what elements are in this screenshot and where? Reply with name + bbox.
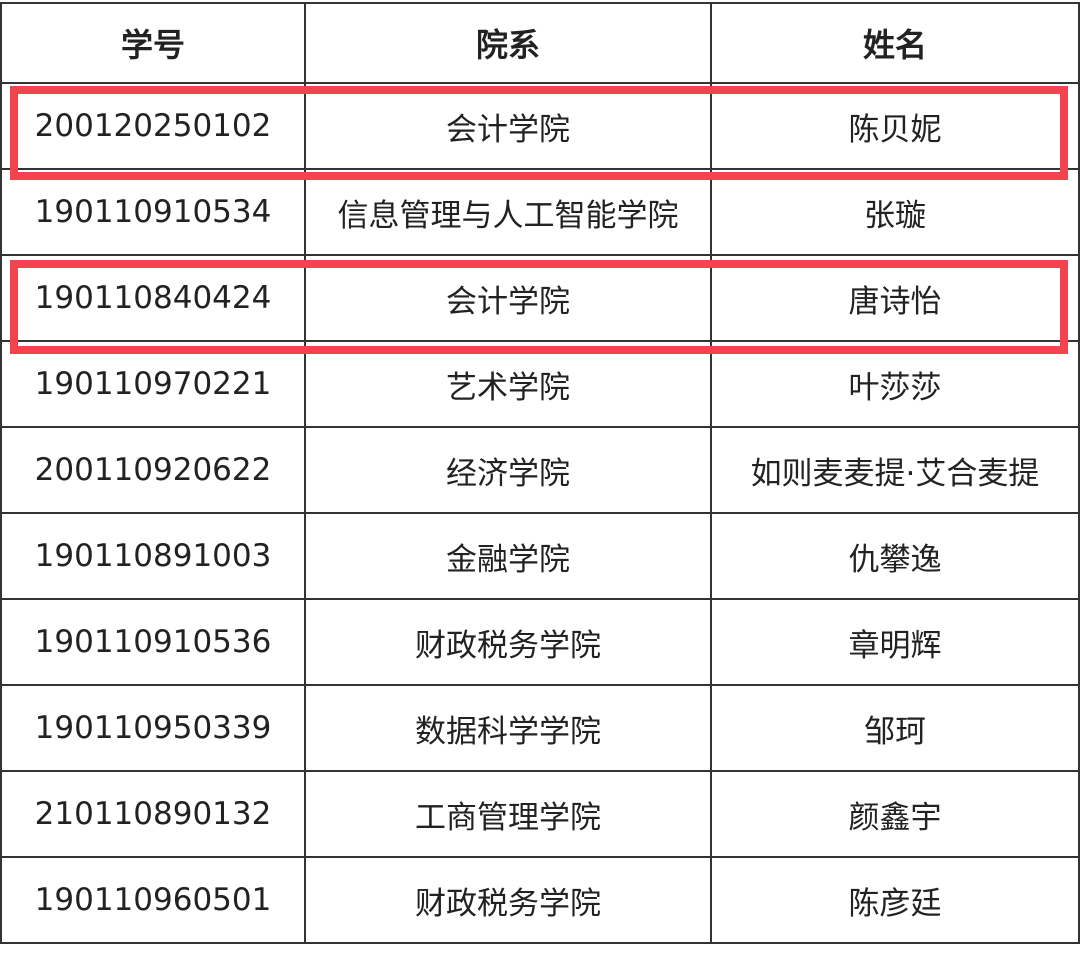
cell-student-id: 190110960501 [0, 856, 306, 944]
table-row: 200110920622 经济学院 如则麦麦提·艾合麦提 [0, 426, 1080, 514]
table-row: 200120250102 会计学院 陈贝妮 [0, 82, 1080, 170]
cell-name: 陈贝妮 [710, 82, 1080, 170]
cell-student-id: 190110910534 [0, 168, 306, 256]
cell-name: 如则麦麦提·艾合麦提 [710, 426, 1080, 514]
cell-name: 唐诗怡 [710, 254, 1080, 342]
cell-name: 仇攀逸 [710, 512, 1080, 600]
cell-student-id: 210110890132 [0, 770, 306, 858]
cell-student-id: 200120250102 [0, 82, 306, 170]
header-department: 院系 [304, 2, 712, 84]
cell-student-id: 190110950339 [0, 684, 306, 772]
cell-student-id: 190110970221 [0, 340, 306, 428]
cell-department: 会计学院 [304, 82, 712, 170]
cell-student-id: 190110891003 [0, 512, 306, 600]
cell-name: 颜鑫宇 [710, 770, 1080, 858]
cell-student-id: 190110910536 [0, 598, 306, 686]
cell-name: 叶莎莎 [710, 340, 1080, 428]
table-row: 190110960501 财政税务学院 陈彦廷 [0, 856, 1080, 944]
cell-name: 章明辉 [710, 598, 1080, 686]
table-row: 190110970221 艺术学院 叶莎莎 [0, 340, 1080, 428]
cell-name: 张璇 [710, 168, 1080, 256]
cell-department: 工商管理学院 [304, 770, 712, 858]
header-name: 姓名 [710, 2, 1080, 84]
cell-department: 艺术学院 [304, 340, 712, 428]
header-row: 学号 院系 姓名 [0, 2, 1080, 84]
cell-department: 金融学院 [304, 512, 712, 600]
cell-department: 财政税务学院 [304, 598, 712, 686]
cell-student-id: 200110920622 [0, 426, 306, 514]
table-row: 190110950339 数据科学学院 邹珂 [0, 684, 1080, 772]
cell-department: 会计学院 [304, 254, 712, 342]
table-row: 190110910536 财政税务学院 章明辉 [0, 598, 1080, 686]
cell-student-id: 190110840424 [0, 254, 306, 342]
cell-department: 信息管理与人工智能学院 [304, 168, 712, 256]
cell-department: 数据科学学院 [304, 684, 712, 772]
cell-department: 财政税务学院 [304, 856, 712, 944]
cell-name: 陈彦廷 [710, 856, 1080, 944]
header-student-id: 学号 [0, 2, 306, 84]
table-row: 190110910534 信息管理与人工智能学院 张璇 [0, 168, 1080, 256]
cell-name: 邹珂 [710, 684, 1080, 772]
cell-department: 经济学院 [304, 426, 712, 514]
table-row: 190110891003 金融学院 仇攀逸 [0, 512, 1080, 600]
table-row: 190110840424 会计学院 唐诗怡 [0, 254, 1080, 342]
table-row: 210110890132 工商管理学院 颜鑫宇 [0, 770, 1080, 858]
